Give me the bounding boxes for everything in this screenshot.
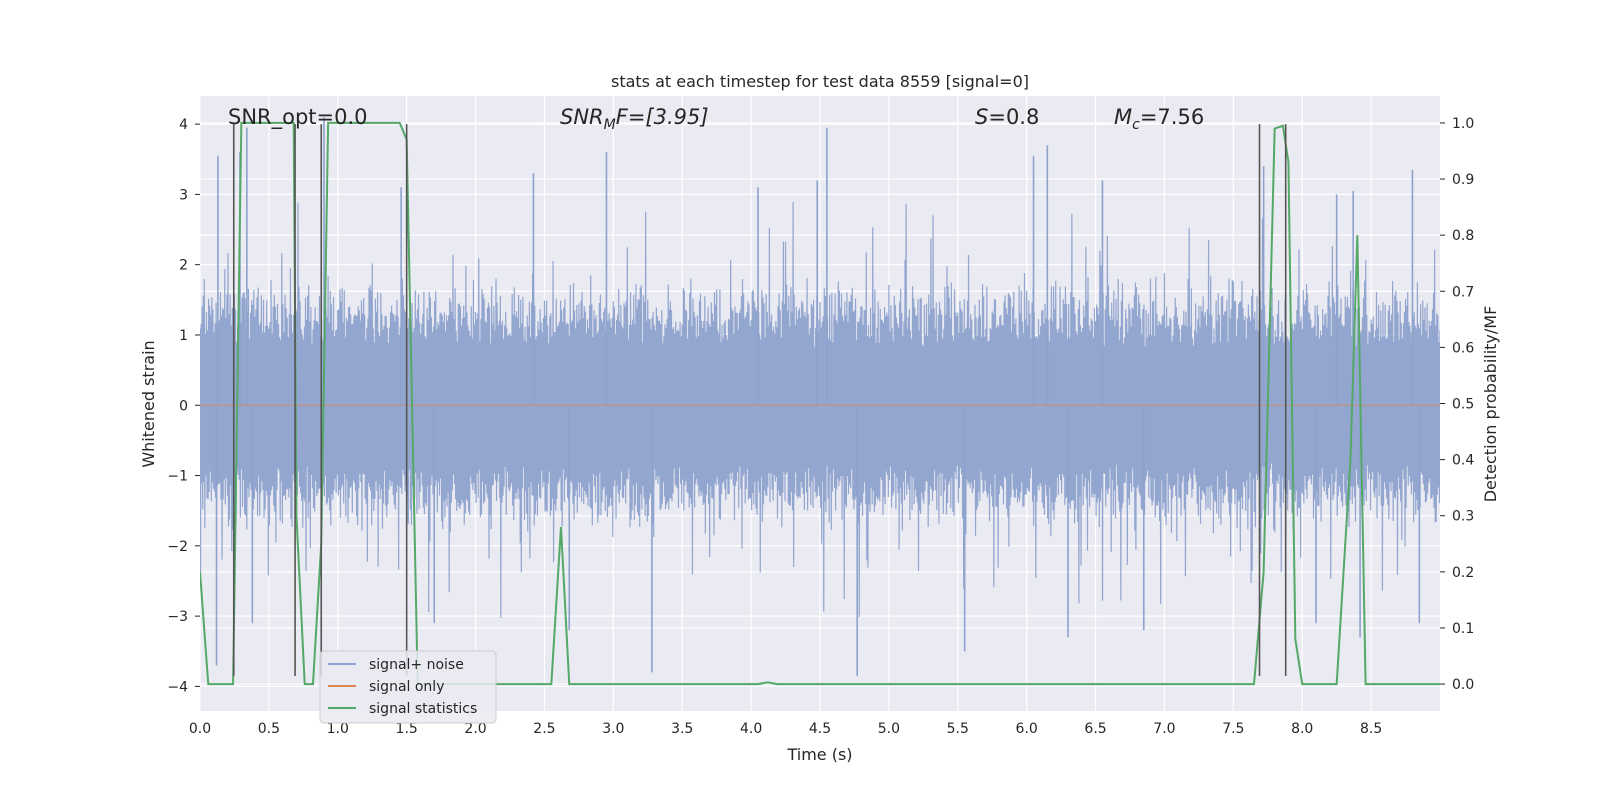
legend-box — [319, 650, 497, 724]
y-tick-label-2: −2 — [167, 539, 188, 555]
y-right-tick-label-3: 0.3 — [1452, 509, 1474, 525]
s-rest: =0.8 — [988, 105, 1039, 129]
vline-layer — [232, 124, 1287, 676]
y-right-tick-label-7: 0.7 — [1452, 284, 1474, 300]
x-tick-label-7: 3.5 — [671, 721, 693, 737]
legend-label-noise: signal+ noise — [369, 657, 464, 673]
mc-sub: c — [1132, 117, 1140, 133]
y-right-tick-label-4: 0.4 — [1452, 453, 1474, 469]
x-tick-label-14: 7.0 — [1153, 721, 1175, 737]
y-tick-label-5: 1 — [179, 328, 188, 344]
annotation-s: S=0.8 — [975, 105, 1039, 129]
y-tick-label-4: 0 — [179, 398, 188, 414]
mc-main: M — [1114, 105, 1132, 129]
annotation-snr-opt: SNR_opt=0.0 — [228, 105, 368, 130]
x-tick-label-2: 1.0 — [327, 721, 349, 737]
snr-mf-main: SNR — [560, 105, 604, 129]
y-right-tick-label-5: 0.5 — [1452, 397, 1474, 413]
y-right-tick-labels: 0.0 0.1 0.2 0.3 0.4 0.5 0.6 0.7 0.8 0.9 1.0 — [1440, 116, 1474, 693]
mc-rest: =7.56 — [1140, 105, 1204, 129]
statistics-line — [200, 121, 1440, 686]
x-tick-label-12: 6.0 — [1016, 721, 1038, 737]
x-tick-label-10: 5.0 — [878, 721, 900, 737]
y-right-tick-label-6: 0.6 — [1452, 340, 1474, 356]
y-tick-label-1: −3 — [167, 609, 188, 625]
x-axis-label: Time (s) — [786, 745, 852, 764]
y-right-tick-label-0: 0.0 — [1452, 677, 1474, 693]
x-tick-label-17: 8.5 — [1360, 721, 1382, 737]
y-tick-label-3: −1 — [167, 469, 188, 485]
x-tick-label-11: 5.5 — [947, 721, 969, 737]
x-tick-label-4: 2.0 — [464, 721, 486, 737]
s-main: S — [975, 105, 988, 129]
y-tick-label-6: 2 — [179, 258, 188, 274]
x-tick-label-1: 0.5 — [258, 721, 280, 737]
y-tick-label-8: 4 — [179, 117, 188, 133]
x-tick-label-15: 7.5 — [1222, 721, 1244, 737]
y-right-axis-label: Detection probability/MF — [1481, 306, 1500, 503]
annotation-snr-mf: SNRMF=[3.95] — [560, 105, 709, 133]
snr-mf-rest: F=[3.95] — [616, 105, 709, 129]
y-tick-label-7: 3 — [179, 187, 188, 203]
legend-label-signal-only: signal only — [369, 679, 444, 695]
snr-mf-sub: M — [604, 117, 616, 133]
x-tick-label-8: 4.0 — [740, 721, 762, 737]
y-right-tick-label-1: 0.1 — [1452, 621, 1474, 637]
y-axis-label: Whitened strain — [139, 340, 158, 467]
x-tick-label-16: 8.0 — [1291, 721, 1313, 737]
annotation-mc: Mc=7.56 — [1114, 105, 1204, 133]
y-right-tick-label-2: 0.2 — [1452, 565, 1474, 581]
stats-layer — [200, 121, 1440, 686]
x-tick-label-13: 6.5 — [1084, 721, 1106, 737]
x-tick-label-9: 4.5 — [809, 721, 831, 737]
y-right-tick-label-9: 0.9 — [1452, 172, 1474, 188]
y-tick-label-0: −4 — [167, 679, 188, 695]
x-tick-label-6: 3.0 — [602, 721, 624, 737]
y-tick-labels: −4 −3 −2 −1 0 1 2 3 4 — [167, 117, 200, 695]
x-tick-label-5: 2.5 — [533, 721, 555, 737]
x-tick-labels: 0.0 0.5 1.0 1.5 2.0 2.5 3.0 3.5 4.0 4.5 5.0 5.5 6.0 6… — [189, 721, 1382, 737]
y-right-tick-label-8: 0.8 — [1452, 228, 1474, 244]
legend: signal+ noise signal only signal statist… — [319, 650, 497, 724]
y-right-tick-label-10: 1.0 — [1452, 116, 1474, 132]
chart-title: stats at each timestep for test data 855… — [611, 72, 1029, 91]
x-tick-label-3: 1.5 — [396, 721, 418, 737]
legend-label-statistics: signal statistics — [369, 701, 477, 717]
x-tick-label-0: 0.0 — [189, 721, 211, 737]
